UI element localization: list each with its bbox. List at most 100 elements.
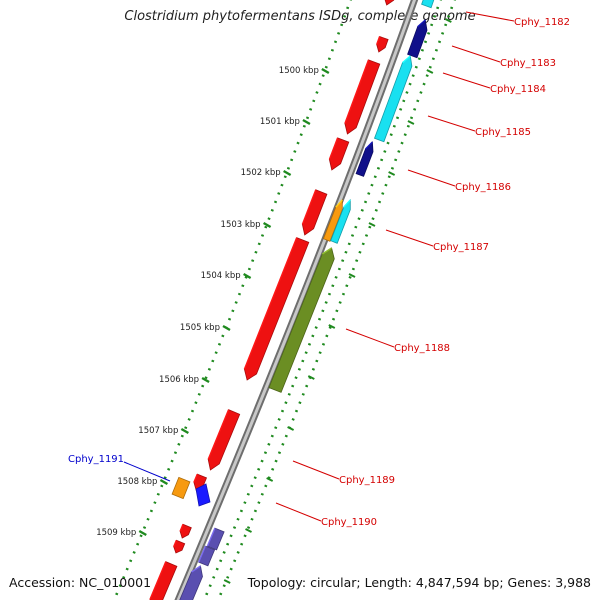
- kbp-label: 1507 kbp: [138, 426, 178, 436]
- gene-cphy-1191-orange: [171, 476, 191, 500]
- gene-cphy-1188-body: [268, 247, 335, 393]
- gene-cphy-1189: [207, 409, 241, 471]
- kbp-tick: [159, 478, 169, 486]
- inner-tick: [223, 579, 231, 584]
- gene-label-cphy-1190: Cphy_1190: [321, 517, 377, 528]
- gene-cphy-1191-blue: [195, 483, 211, 507]
- gene-label-cphy-1182: Cphy_1182: [514, 17, 570, 28]
- kbp-label: 1503 kbp: [221, 220, 261, 230]
- dotted-guide-0: [112, 0, 352, 600]
- gene-label-cphy-1187: Cphy_1187: [433, 242, 489, 253]
- gene-cphy-1187-left-edge: [301, 189, 317, 225]
- kbp-label: 1509 kbp: [96, 528, 136, 538]
- gene-cphy-1181-left-body: [384, 0, 395, 6]
- inner-tick: [368, 222, 376, 227]
- gene-cphy-1185-left-edge: [344, 59, 370, 124]
- kbp-ticks: [138, 18, 452, 584]
- kbp-label: 1508 kbp: [117, 477, 157, 487]
- gene-slate-2-edge: [198, 545, 207, 563]
- gene-slate-1: [206, 527, 225, 551]
- gene-small-2-edge: [173, 540, 178, 547]
- gene-cphy-1187-orange: [322, 198, 343, 242]
- gene-cphy-1186-left-edge: [328, 137, 339, 160]
- dotted-guides: [112, 0, 456, 600]
- backbone: [174, 0, 419, 600]
- gene-bottom-slate: [179, 565, 203, 600]
- gene-cphy-1185: [373, 55, 413, 143]
- inner-tick: [407, 120, 415, 125]
- accession-text: Accession: NC_010001: [9, 575, 152, 590]
- inner-tick: [348, 273, 356, 278]
- dotted-guide-2: [216, 0, 456, 600]
- gene-cphy-1187-left-body: [301, 189, 328, 236]
- gene-cphy-1186: [355, 141, 374, 177]
- inner-tick: [444, 18, 452, 23]
- gene-cphy-1187-cyan-edge: [343, 199, 351, 208]
- gene-small-1-edge: [179, 524, 184, 532]
- gene-cphy-1183-body: [407, 19, 428, 59]
- gene-cphy-1188-left-edge: [243, 237, 298, 370]
- gene-slate-2: [198, 545, 216, 567]
- gene-cphy-1185-left: [344, 59, 381, 135]
- kbp-tick: [201, 376, 210, 384]
- gene-cphy-1186-left: [328, 137, 350, 171]
- gene-label-cphy-1186: Cphy_1186: [455, 182, 511, 193]
- gene-label-cphy-1189: Cphy_1189: [339, 475, 395, 486]
- gene-cphy-1181-left: [384, 0, 395, 6]
- gene-cphy-1185-edge: [402, 55, 411, 64]
- labels: 1500 kbp 1501 kbp 1502 kbp 1503 kbp 1504 kbp…: [68, 17, 570, 538]
- gene-bottom-slate-edge: [191, 565, 201, 573]
- kbp-tick: [302, 118, 311, 126]
- gene-cphy-1189-edge: [207, 409, 230, 460]
- gene-cphy-1187-left: [301, 189, 328, 236]
- backbone-highlight: [176, 0, 417, 600]
- gene-cphy-1183: [407, 19, 428, 59]
- leader-line: [385, 229, 434, 247]
- genome-summary-text: Topology: circular; Length: 4,847,594 bp…: [247, 575, 591, 590]
- label-leaders: [123, 11, 515, 522]
- kbp-label: 1500 kbp: [279, 66, 319, 76]
- inner-tick: [287, 426, 295, 431]
- gene-cphy-1187-orange-edge: [335, 199, 343, 208]
- gene-cphy-1188: [268, 247, 335, 393]
- kbp-tick: [283, 169, 292, 177]
- kbp-label: 1501 kbp: [260, 117, 300, 127]
- gene-cphy-1183-left-edge: [376, 36, 381, 45]
- gene-label-cphy-1185: Cphy_1185: [475, 127, 531, 138]
- kbp-tick: [222, 324, 231, 332]
- gene-cphy-1188-edge: [321, 247, 332, 255]
- gene-cphy-1186-left-body: [328, 137, 350, 171]
- gene-cphy-1188-left: [243, 237, 310, 381]
- leader-line: [465, 11, 515, 22]
- gene-cphy-1182-cyan: [421, 0, 435, 9]
- kbp-tick: [243, 272, 252, 280]
- kbp-tick: [321, 67, 330, 75]
- dotted-guide-1: [202, 0, 442, 600]
- gene-cphy-1183-left: [376, 35, 389, 53]
- kbp-tick: [263, 221, 272, 229]
- gene-label-cphy-1184: Cphy_1184: [490, 84, 546, 95]
- inner-tick: [266, 477, 274, 482]
- kbp-label: 1505 kbp: [180, 323, 220, 333]
- leader-line: [442, 72, 491, 89]
- inner-tick: [388, 171, 396, 176]
- gene-label-cphy-1188: Cphy_1188: [394, 343, 450, 354]
- gene-bottom-left-edge: [149, 561, 167, 600]
- kbp-label: 1506 kbp: [159, 375, 199, 385]
- gene-features: [149, 0, 435, 600]
- inner-tick: [245, 528, 252, 533]
- leader-line: [123, 461, 171, 482]
- kbp-label: 1504 kbp: [201, 271, 241, 281]
- gene-slate-1-edge: [206, 527, 216, 547]
- leader-line: [345, 328, 395, 348]
- gene-label-cphy-1183: Cphy_1183: [500, 58, 556, 69]
- inner-tick: [307, 375, 315, 380]
- leader-line: [292, 460, 340, 480]
- leader-line: [451, 45, 501, 63]
- inner-tick: [328, 324, 336, 329]
- leader-line: [427, 115, 476, 132]
- leader-line: [275, 502, 322, 522]
- kbp-tick: [180, 427, 189, 435]
- gene-cphy-1183-edge: [417, 19, 426, 28]
